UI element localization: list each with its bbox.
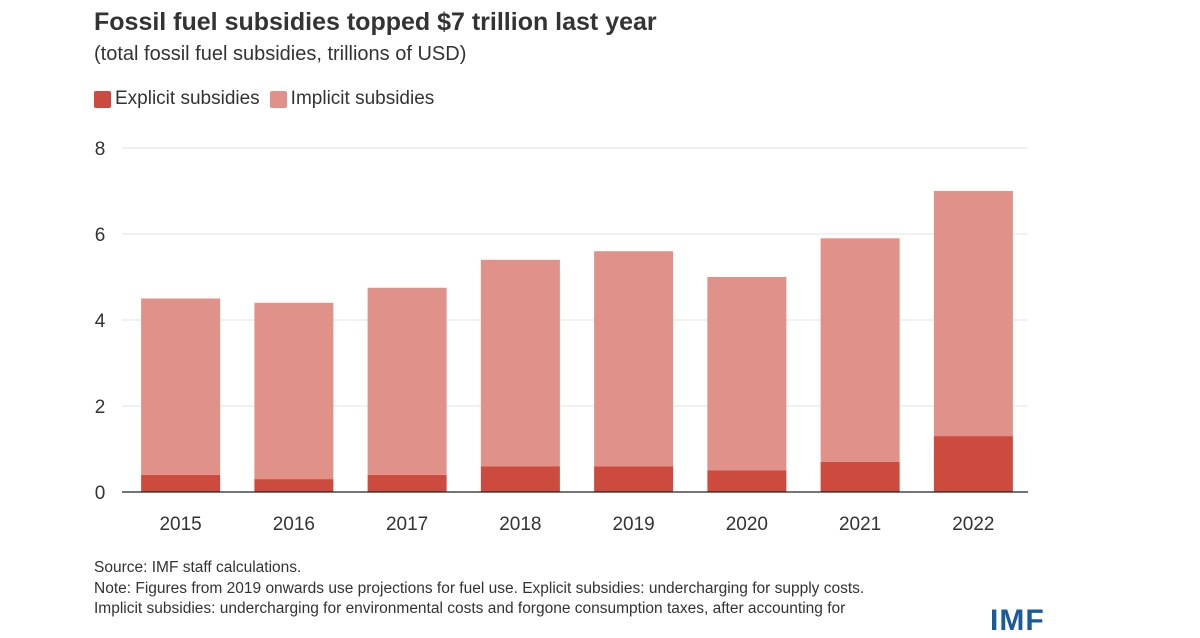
bar-implicit [707, 277, 787, 471]
legend-swatch-explicit [94, 90, 111, 108]
bar-explicit [367, 474, 447, 492]
bar-implicit [141, 298, 221, 475]
x-tick-label: 2016 [273, 514, 315, 535]
bar-explicit [254, 479, 334, 492]
y-tick-label: 8 [95, 139, 106, 160]
stacked-bar-chart: 0 2 4 6 8 2015 2016 2017 2018 2019 2020 2021 2022 [95, 139, 1028, 535]
legend-item-explicit: Explicit subsidies [94, 88, 260, 110]
x-tick-label: 2019 [612, 514, 654, 535]
legend-label-implicit: Implicit subsidies [290, 88, 435, 109]
y-tick-label: 0 [95, 483, 106, 504]
bar-explicit [594, 466, 674, 492]
legend-swatch-implicit [269, 90, 287, 108]
bar-explicit [480, 466, 560, 492]
bar-implicit [254, 302, 334, 480]
source-note: Source: IMF staff calculations. [94, 559, 302, 576]
x-tick-label: 2021 [839, 514, 881, 535]
bar-explicit [820, 461, 900, 492]
legend: Explicit subsidies Implicit subsidies [94, 88, 444, 110]
x-tick-label: 2022 [952, 514, 994, 535]
x-tick-label: 2017 [386, 514, 428, 535]
chart-subtitle: (total fossil fuel subsidies, trillions … [94, 43, 467, 65]
chart-footer: Source: IMF staff calculations. Note: Fi… [94, 558, 974, 620]
y-tick-label: 4 [95, 311, 106, 332]
bar-explicit [933, 436, 1013, 492]
y-tick-label: 6 [95, 225, 106, 246]
x-tick-label: 2015 [159, 514, 201, 535]
bar-explicit [707, 470, 787, 492]
bar-implicit [367, 287, 447, 475]
y-tick-label: 2 [95, 397, 106, 418]
chart-title: Fossil fuel subsidies topped $7 trillion… [94, 8, 657, 36]
bar-implicit [480, 259, 560, 467]
x-tick-label: 2018 [499, 514, 541, 535]
imf-logo: IMF [990, 604, 1045, 637]
bar-implicit [933, 191, 1013, 437]
bar-explicit [141, 474, 221, 492]
note-line-1: Note: Figures from 2019 onwards use proj… [94, 579, 865, 597]
bar-implicit [820, 238, 900, 462]
bar-implicit [594, 251, 674, 467]
legend-label-explicit: Explicit subsidies [115, 88, 260, 109]
note-line-2: Implicit subsidies: undercharging for en… [94, 600, 846, 617]
legend-item-implicit: Implicit subsidies [269, 88, 435, 110]
x-tick-label: 2020 [726, 514, 768, 535]
